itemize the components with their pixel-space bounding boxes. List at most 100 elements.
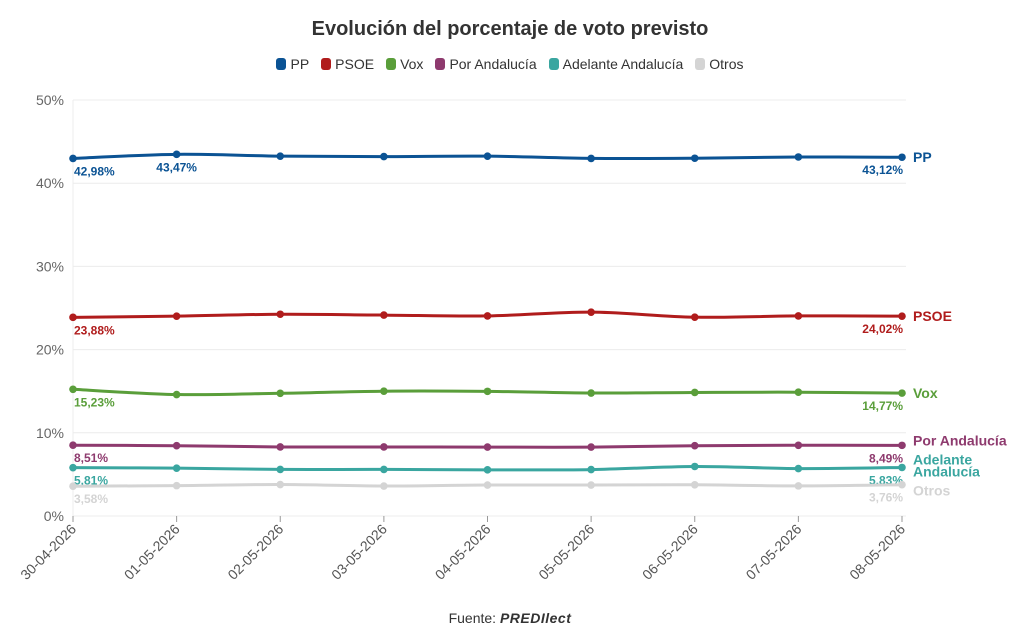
data-point [172, 150, 181, 159]
data-point [587, 465, 595, 474]
x-tick-label: 30-04-2026 [17, 521, 79, 583]
data-point [483, 312, 492, 320]
data-label: 8,49% [869, 451, 903, 465]
data-point [794, 153, 803, 161]
data-label: 24,02% [862, 322, 903, 336]
legend-swatch [435, 58, 446, 70]
x-tick-label: 05-05-2026 [535, 521, 597, 583]
data-point [898, 389, 906, 397]
data-label: 3,58% [74, 492, 108, 506]
data-point [69, 482, 77, 491]
data-point [794, 388, 803, 396]
data-point [690, 313, 699, 321]
data-point [380, 152, 388, 161]
series-end-label: Otros [913, 483, 951, 499]
legend-item[interactable]: Por Andalucía [435, 56, 537, 72]
chart-title: Evolución del porcentaje de voto previst… [311, 18, 709, 40]
x-tick-label: 07-05-2026 [743, 521, 805, 583]
data-point [380, 482, 388, 490]
legend-swatch [321, 58, 332, 70]
data-point [794, 312, 803, 320]
data-point [898, 153, 906, 162]
data-point [587, 481, 595, 489]
data-label: 14,77% [862, 399, 903, 413]
y-tick-label: 0% [44, 508, 64, 524]
data-point [483, 481, 492, 489]
data-point [898, 463, 906, 472]
data-point [483, 387, 492, 396]
data-point [794, 464, 803, 473]
data-label: 8,51% [74, 451, 108, 465]
data-label: 43,47% [156, 160, 197, 174]
series-end-label: PSOE [913, 308, 952, 324]
series-end-label: Andalucía [913, 463, 980, 479]
data-point [172, 312, 181, 320]
y-tick-label: 50% [36, 92, 64, 108]
legend-label: Por Andalucía [449, 56, 537, 72]
x-tick-label: 04-05-2026 [432, 521, 494, 583]
legend-label: Otros [709, 56, 744, 72]
data-label: 23,88% [74, 323, 115, 337]
data-point [380, 443, 388, 451]
y-tick-label: 40% [36, 175, 64, 191]
data-point [898, 441, 906, 450]
data-point [380, 465, 388, 474]
data-point [172, 481, 181, 490]
data-point [483, 443, 492, 451]
x-tick-label: 03-05-2026 [328, 521, 390, 583]
data-label: 43,12% [862, 163, 903, 177]
legend-swatch [386, 58, 397, 70]
data-point [483, 466, 492, 474]
data-point [587, 154, 595, 163]
y-tick-label: 20% [36, 342, 64, 358]
data-point [690, 481, 699, 489]
data-point [276, 465, 285, 474]
legend-item[interactable]: Otros [695, 56, 744, 72]
legend-swatch [276, 58, 287, 70]
data-point [172, 390, 181, 399]
x-tick-label: 08-05-2026 [846, 521, 908, 583]
series-end-label: PP [913, 149, 932, 165]
data-point [69, 463, 77, 472]
series-end-label: Por Andalucía [913, 432, 1007, 448]
data-point [276, 443, 285, 451]
series-end-label: Adelante [913, 451, 972, 467]
data-label: 5,81% [74, 474, 108, 488]
legend-item[interactable]: PP [276, 56, 309, 72]
data-point [587, 389, 595, 397]
data-point [172, 441, 181, 450]
x-tick-label: 02-05-2026 [224, 521, 286, 583]
legend-item[interactable]: PSOE [321, 56, 374, 72]
data-point [587, 443, 595, 451]
source-brand-logo: PREDIlect [499, 610, 572, 626]
legend-swatch [548, 58, 559, 70]
legend-label: Adelante Andalucía [562, 56, 684, 72]
data-point [898, 480, 906, 489]
legend-item[interactable]: Adelante Andalucía [548, 56, 684, 72]
x-tick-label: 06-05-2026 [639, 521, 701, 583]
data-point [690, 388, 699, 397]
series-end-label: Vox [913, 385, 938, 401]
data-point [69, 313, 77, 322]
data-point [276, 310, 285, 319]
data-point [794, 482, 803, 490]
data-point [69, 154, 77, 163]
data-point [276, 152, 285, 160]
data-point [690, 154, 699, 163]
source-footer: Fuente: PREDIlect [0, 610, 1020, 626]
legend-swatch [695, 58, 706, 70]
data-point [380, 311, 388, 319]
data-point [483, 152, 492, 160]
data-point [380, 387, 388, 396]
data-point [794, 441, 803, 450]
data-point [276, 480, 285, 489]
legend: PP PSOE Vox Por Andalucía Adelante Andalucía… [0, 56, 1020, 72]
data-point [690, 441, 699, 450]
legend-label: PSOE [335, 56, 375, 72]
data-point [69, 441, 77, 449]
legend-item[interactable]: Vox [386, 56, 423, 72]
data-point [172, 464, 181, 472]
data-point [276, 389, 285, 398]
legend-label: PP [290, 56, 310, 72]
